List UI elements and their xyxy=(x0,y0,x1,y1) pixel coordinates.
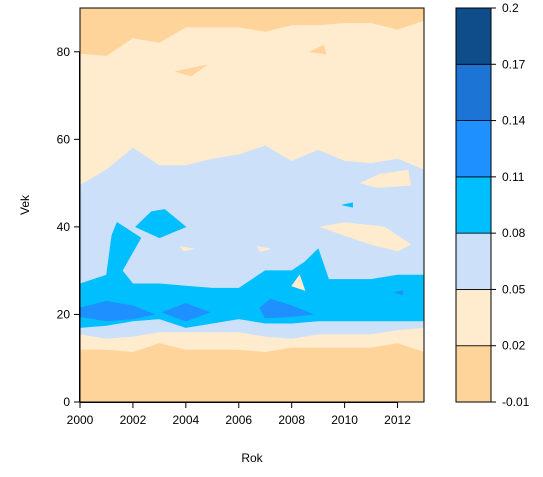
colorbar-label: 0.17 xyxy=(502,57,526,71)
colorbar-label: -0.01 xyxy=(502,395,530,409)
contour-region-level-1 xyxy=(319,222,412,252)
contour-region-level-1 xyxy=(291,274,306,291)
x-axis: 2000 2002 2004 2006 2008 2010 2012 xyxy=(67,402,411,427)
contour-region-level-0 xyxy=(175,64,208,77)
colorbar-label: 0.02 xyxy=(502,339,526,353)
contour-region-level-3 xyxy=(135,209,187,239)
y-tick-label: 60 xyxy=(57,132,71,146)
y-tick-label: 40 xyxy=(57,220,71,234)
colorbar: -0.01 0.02 0.05 0.08 0.11 0.14 0.17 0.2 xyxy=(455,1,530,409)
contour-region-level-4 xyxy=(80,300,156,322)
colorbar-swatch xyxy=(455,120,492,178)
x-tick-label: 2012 xyxy=(384,413,411,427)
colorbar-label: 0.14 xyxy=(502,114,526,128)
colorbar-swatch xyxy=(455,7,492,65)
y-axis-label: Vek xyxy=(18,194,32,215)
y-tick-label: 0 xyxy=(63,395,70,409)
x-tick-label: 2000 xyxy=(67,413,94,427)
colorbar-label: 0.11 xyxy=(502,170,525,184)
colorbar-swatch xyxy=(455,289,492,347)
contour-region-level-1 xyxy=(180,246,194,252)
colorbar-swatch xyxy=(455,345,492,403)
y-tick-label: 20 xyxy=(57,307,71,321)
contour-region-level-0 xyxy=(309,44,327,55)
contour-region-level-3 xyxy=(80,222,424,328)
x-tick-label: 2002 xyxy=(120,413,147,427)
colorbar-label: 0.05 xyxy=(502,282,526,296)
x-axis-label: Rok xyxy=(241,451,263,465)
colorbar-swatch xyxy=(455,63,492,121)
x-tick-label: 2006 xyxy=(225,413,252,427)
colorbar-frame xyxy=(455,7,492,403)
contour-region-level-1 xyxy=(256,246,271,253)
y-axis: 0 20 40 60 80 xyxy=(57,45,80,409)
contour-region-level-4 xyxy=(393,290,404,296)
contour-region-level-1 xyxy=(359,169,412,188)
colorbar-label: 0.2 xyxy=(502,1,519,15)
contour-region-level-3 xyxy=(341,202,353,208)
x-tick-label: 2010 xyxy=(331,413,358,427)
plot-area xyxy=(79,7,425,403)
contour-region-level-4 xyxy=(161,303,211,322)
colorbar-swatch xyxy=(455,176,492,234)
colorbar-label: 0.08 xyxy=(502,226,526,240)
y-tick-label: 80 xyxy=(57,45,71,59)
colorbar-swatch xyxy=(455,232,492,290)
contour-region-level-4 xyxy=(259,298,314,319)
x-tick-label: 2004 xyxy=(172,413,199,427)
x-tick-label: 2008 xyxy=(278,413,305,427)
